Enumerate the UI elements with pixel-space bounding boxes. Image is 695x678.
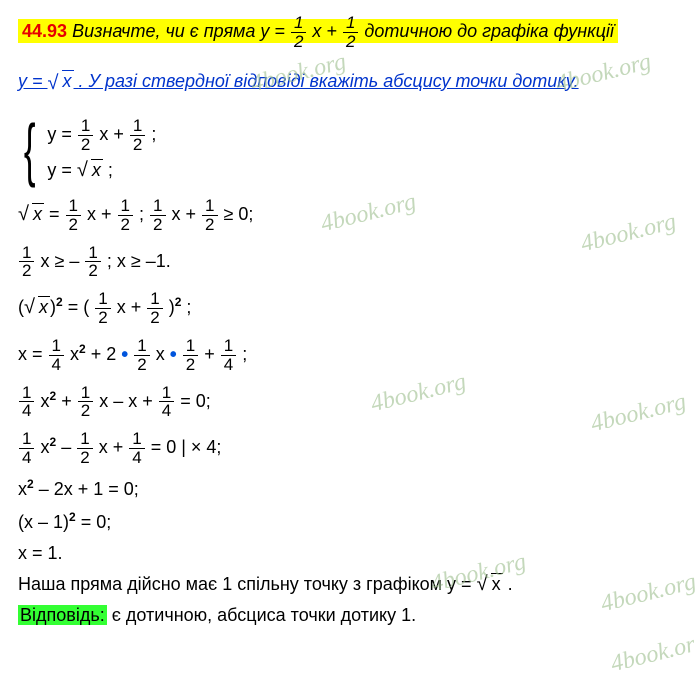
- problem-line1: 44.93 Визначте, чи є пряма y = 12 x + 12…: [18, 19, 618, 43]
- step-1: x = 12 x + 12 ; 12 x + 12 ≥ 0;: [18, 197, 677, 234]
- sys-eq1: y = 12 x + 12 ;: [47, 117, 156, 154]
- dot-icon: •: [121, 344, 128, 366]
- left-brace-icon: {: [24, 125, 36, 174]
- step-5: 14 x2 + 12 x – x + 14 = 0;: [18, 384, 677, 421]
- problem-line2: y = x . У разі ствердної відповіді вкажі…: [18, 62, 677, 102]
- step-4: x = 14 x2 + 2 • 12 x • 12 + 14 ;: [18, 337, 677, 374]
- answer-line: Відповідь: є дотичною, абсциса точки дот…: [18, 605, 677, 626]
- sys-eq2: y = x ;: [47, 160, 156, 181]
- conclusion: Наша пряма дійсно має 1 спільну точку з …: [18, 574, 677, 595]
- problem-text-2: x +: [312, 21, 342, 41]
- frac-half-2: 12: [343, 14, 358, 51]
- problem-text-1: Визначте, чи є пряма y =: [72, 21, 290, 41]
- l2-pre: y =: [18, 71, 48, 91]
- sqrt-x-1: x: [48, 62, 74, 102]
- step-6: 14 x2 – 12 x + 14 = 0 | × 4;: [18, 430, 677, 467]
- l2-post: . У разі ствердної відповіді вкажіть абс…: [79, 71, 579, 91]
- equation-system: { y = 12 x + 12 ; y = x ;: [18, 111, 677, 187]
- step-2: 12 x ≥ – 12 ; x ≥ –1.: [18, 244, 677, 281]
- step-8: (x – 1)2 = 0;: [18, 510, 677, 533]
- answer-text: є дотичною, абсциса точки дотику 1.: [112, 605, 416, 625]
- answer-label: Відповідь:: [18, 605, 107, 625]
- problem-number: 44.93: [22, 21, 67, 41]
- dot-icon: •: [170, 344, 177, 366]
- problem-text-3: дотичною до графіка функції: [364, 21, 613, 41]
- step-9: x = 1.: [18, 543, 677, 564]
- step-3: (x)2 = ( 12 x + 12 )2 ;: [18, 290, 677, 327]
- watermark-text: 4book.org: [608, 629, 695, 678]
- frac-half-1: 12: [291, 14, 306, 51]
- step-7: x2 – 2x + 1 = 0;: [18, 477, 677, 500]
- problem-header: 44.93 Визначте, чи є пряма y = 12 x + 12…: [18, 12, 677, 52]
